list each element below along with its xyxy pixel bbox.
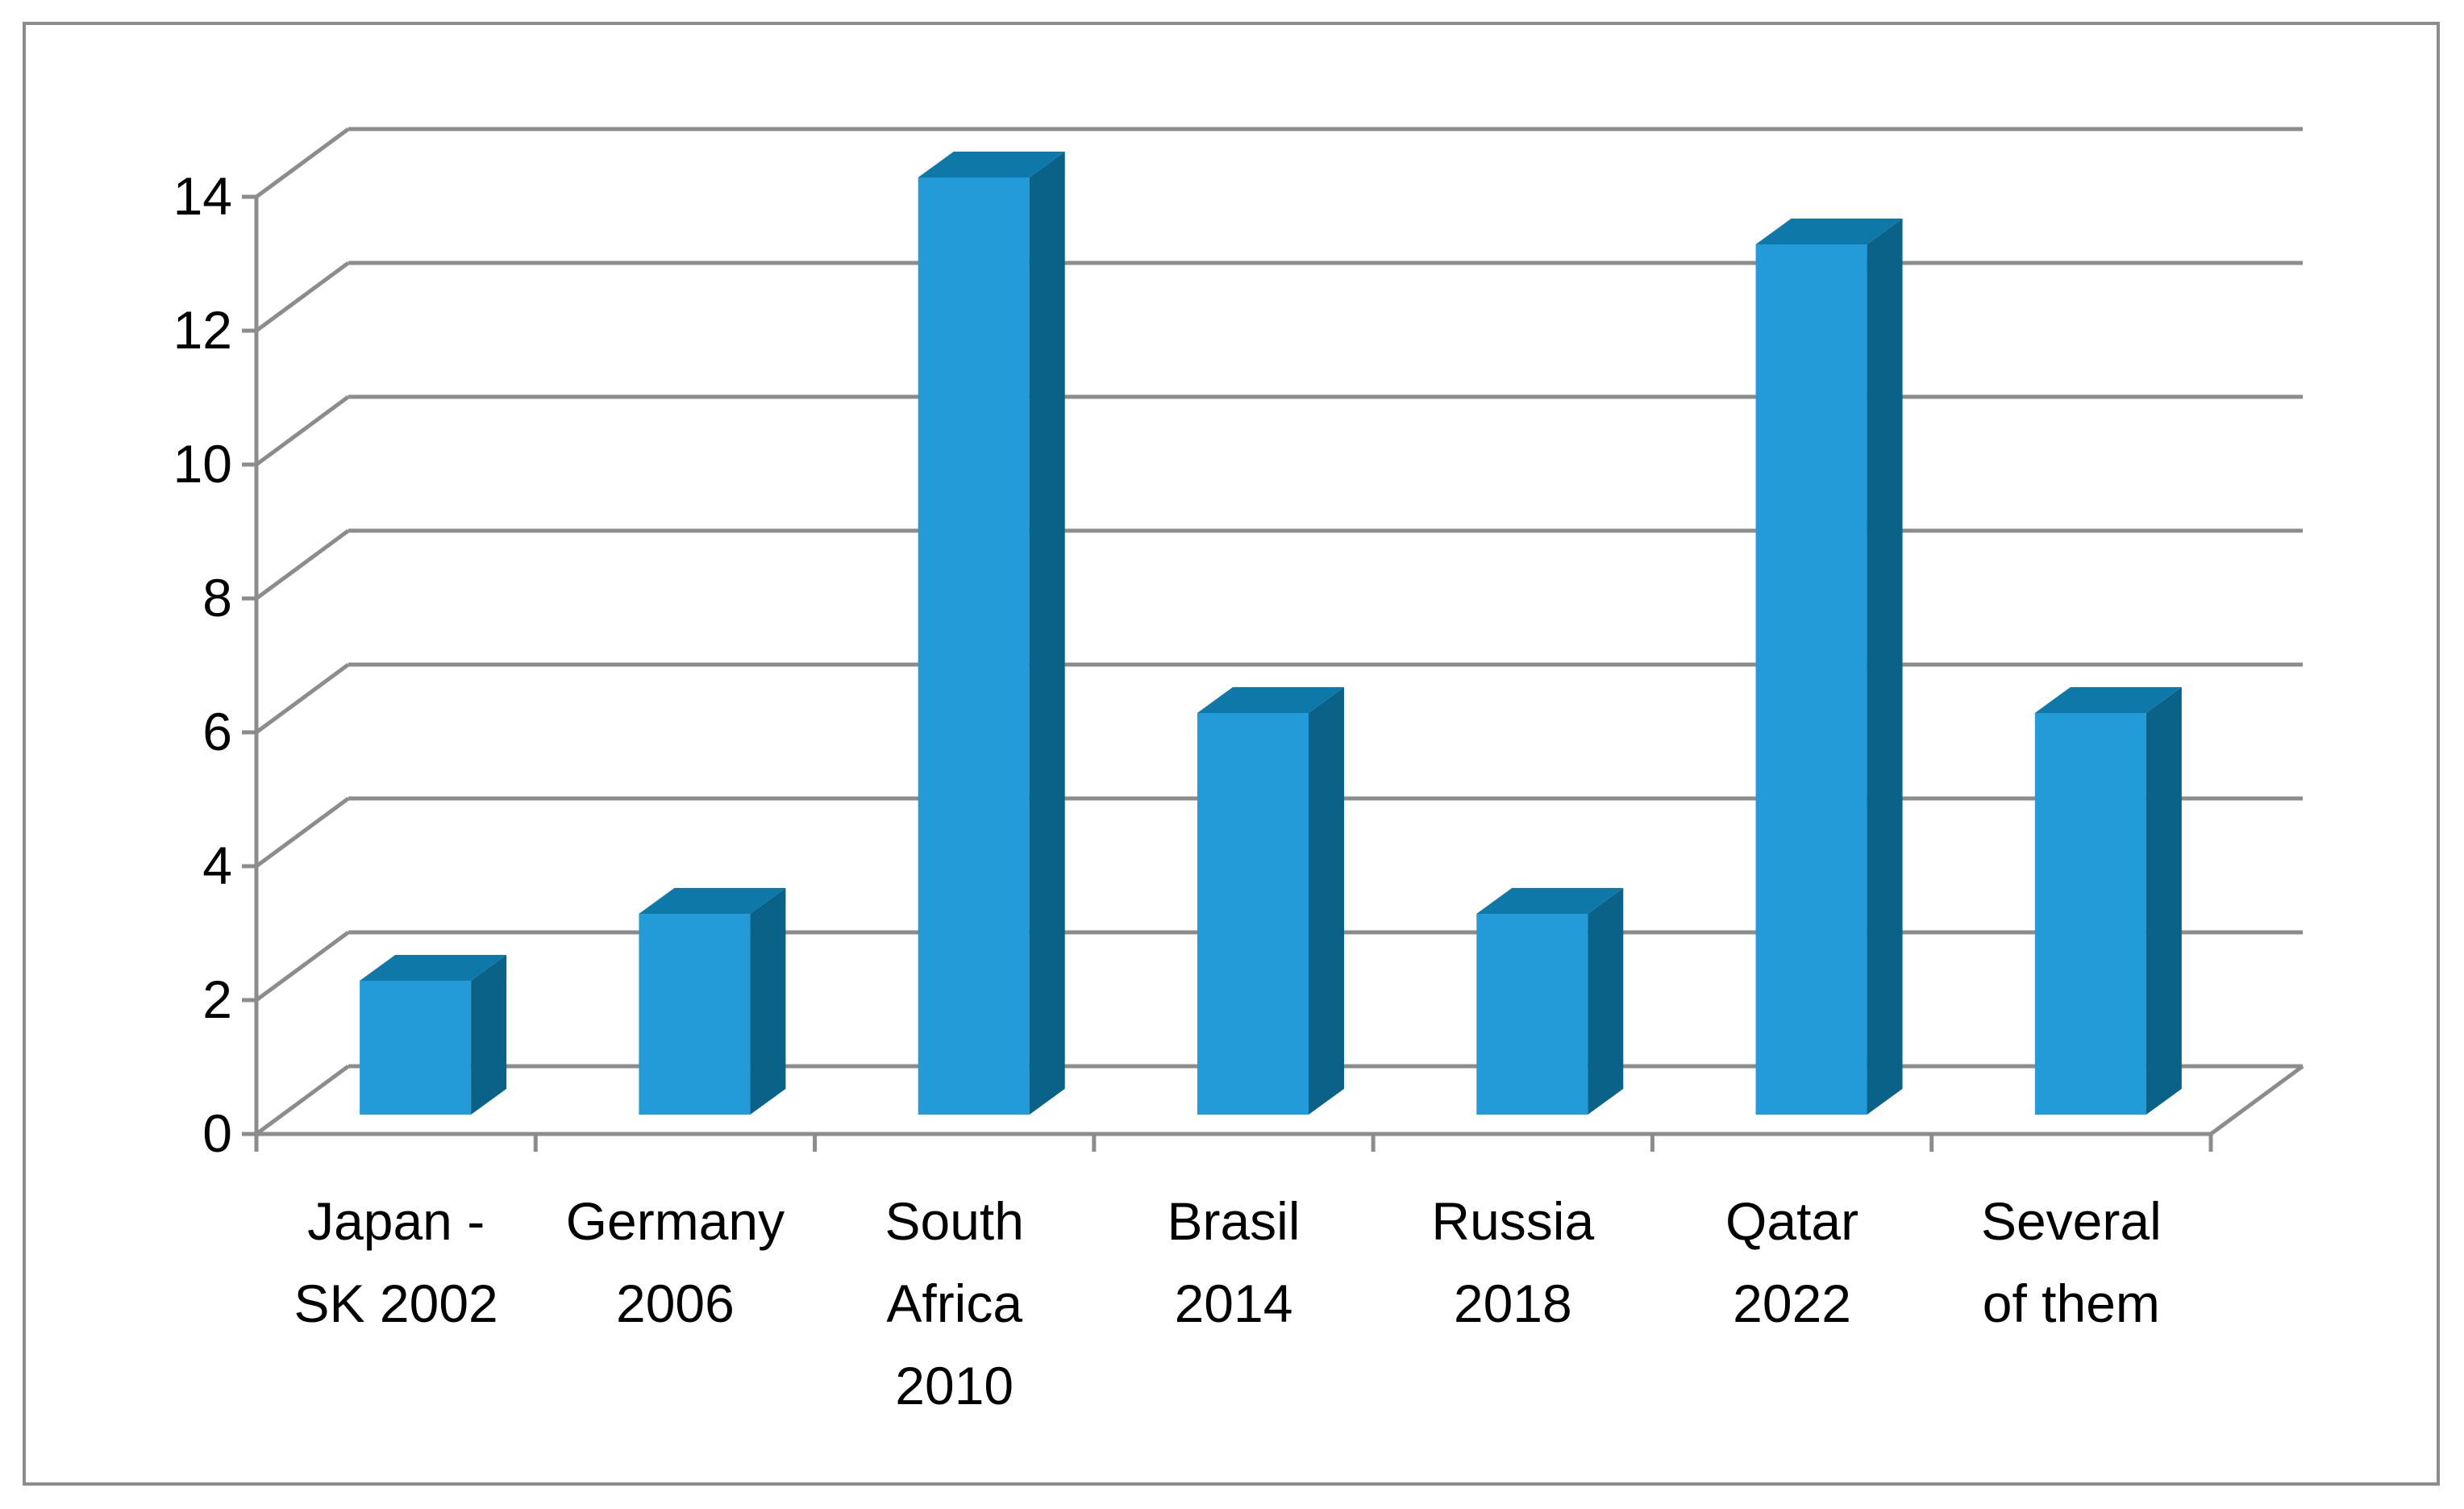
bar-top [1197, 687, 1344, 713]
bar-side [1867, 219, 1903, 1115]
y-tick-label: 14 [173, 166, 232, 226]
bar-side [1588, 888, 1624, 1115]
bar-side [2146, 687, 2182, 1115]
y-tick-label: 12 [173, 300, 232, 360]
bar-front [2034, 713, 2146, 1115]
y-tick-label: 0 [202, 1103, 232, 1163]
gridline-diagonal [255, 394, 350, 467]
x-category-label-line: of them [1983, 1273, 2160, 1333]
x-category-label: Japan - SK 2002 [294, 1191, 498, 1333]
y-tick-label: 2 [202, 969, 232, 1029]
x-category-label-line: 2018 [1454, 1273, 1572, 1333]
x-category-label: Several of them [1981, 1191, 2162, 1333]
gridlines [255, 127, 2304, 1136]
bar-front [1755, 244, 1867, 1115]
bar-front [1476, 914, 1588, 1115]
x-category-label-line: Brasil [1167, 1191, 1300, 1251]
y-tick-label: 4 [202, 836, 232, 895]
bar-front [918, 177, 1030, 1115]
bar-top [1755, 219, 1903, 244]
y-tick-label: 8 [202, 568, 232, 627]
bar [1197, 687, 1344, 1115]
gridline-diagonal [255, 261, 350, 333]
bar [360, 955, 507, 1115]
bar-side [750, 888, 786, 1115]
bar-front [639, 914, 751, 1115]
x-category-label-line: Africa [886, 1273, 1022, 1333]
x-category-label: Russia 2018 [1431, 1191, 1594, 1333]
x-category-label-line: Germany [566, 1191, 785, 1251]
x-category-label: Germany 2006 [566, 1191, 785, 1333]
gridline-diagonal [255, 528, 350, 601]
y-tick-label: 10 [173, 434, 232, 494]
bar [918, 152, 1065, 1115]
x-category-label-line: SK 2002 [294, 1273, 498, 1333]
bar-top [1476, 888, 1624, 914]
x-category-label-line: 2014 [1175, 1273, 1293, 1333]
x-category-label: South Africa 2010 [884, 1191, 1023, 1415]
x-category-label-line: Qatar [1725, 1191, 1858, 1251]
x-category-label-line: Several [1981, 1191, 2162, 1251]
x-category-label-line: 2022 [1733, 1273, 1851, 1333]
gridline-diagonal [255, 127, 350, 199]
bar-side [1309, 687, 1344, 1115]
bar-side [1029, 152, 1065, 1115]
bar [1476, 888, 1624, 1115]
bar [2034, 687, 2182, 1115]
gridline-diagonal [255, 930, 350, 1003]
gridline-diagonal [255, 1064, 350, 1136]
bar [639, 888, 786, 1115]
bar-top [918, 152, 1065, 177]
bar-top [639, 888, 786, 914]
x-category-label-line: South [884, 1191, 1023, 1251]
labels: 0 2 4 6 8 10 12 14 Japan - SK 2002 Germany 2006 Sout… [173, 166, 2162, 1415]
axes [242, 194, 2213, 1152]
x-category-label-line: Russia [1431, 1191, 1594, 1251]
bar-side [471, 955, 507, 1115]
bar-top [360, 955, 507, 981]
y-tick-label: 6 [202, 702, 232, 761]
bar [1755, 219, 1903, 1115]
floor-right-edge [2209, 1064, 2304, 1136]
x-category-label: Brasil 2014 [1167, 1191, 1300, 1333]
bars [360, 152, 2182, 1115]
bar-top [2034, 687, 2182, 713]
x-category-label-line: 2010 [895, 1356, 1013, 1415]
bar-front [360, 981, 472, 1115]
bar-front [1197, 713, 1309, 1115]
x-category-label-line: Japan - [307, 1191, 485, 1251]
x-category-label-line: 2006 [616, 1273, 735, 1333]
gridline-diagonal [255, 662, 350, 735]
x-category-label: Qatar 2022 [1725, 1191, 1858, 1333]
gridline-diagonal [255, 796, 350, 869]
